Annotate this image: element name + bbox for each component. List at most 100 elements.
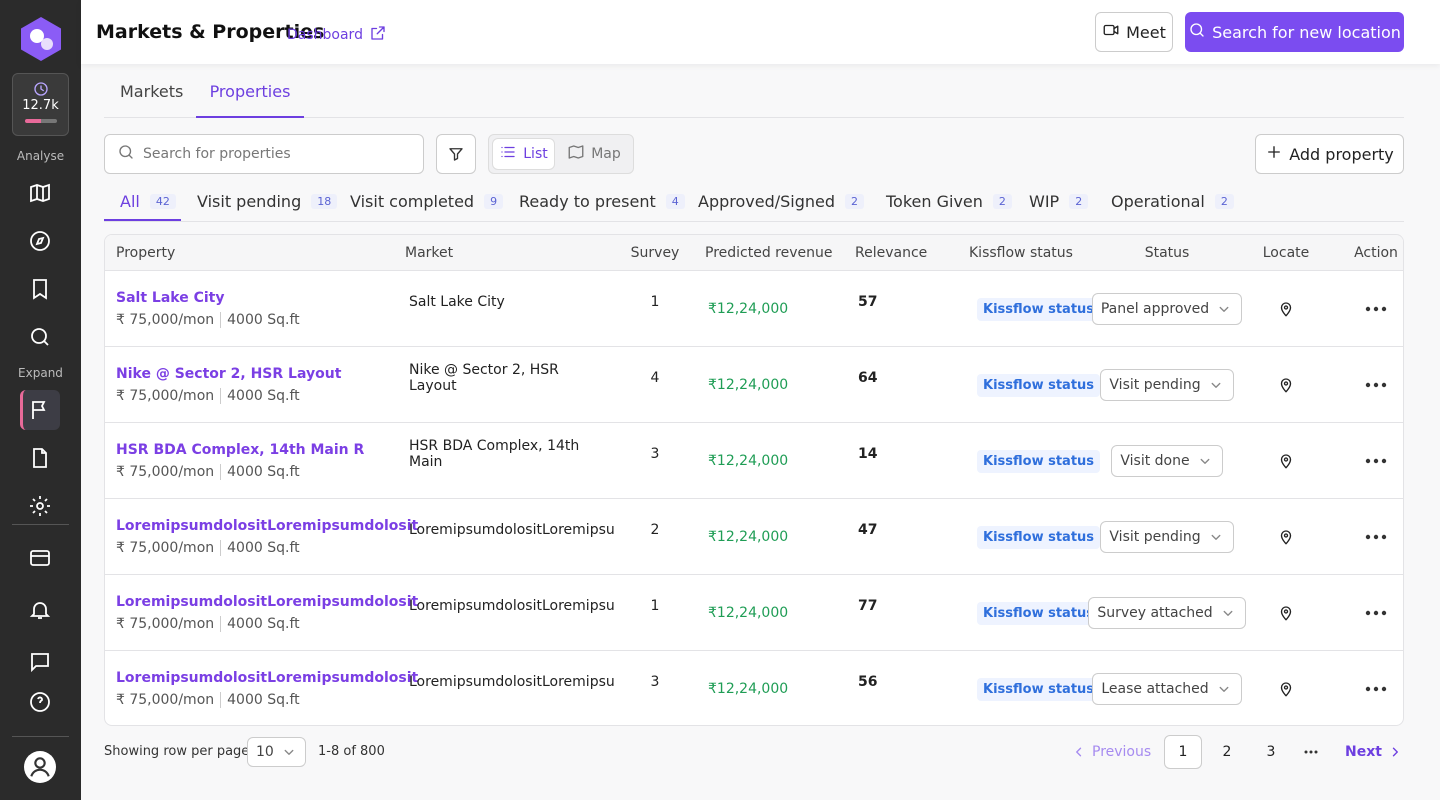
chevron bbox=[1207, 376, 1225, 394]
page-title: Markets & Properties bbox=[96, 21, 325, 43]
logo bbox=[20, 16, 62, 62]
status-dropdown[interactable]: Survey attached bbox=[1088, 596, 1246, 629]
action-menu[interactable] bbox=[1339, 382, 1403, 388]
rent: ₹ 75,000/mon bbox=[116, 692, 222, 708]
locate-button[interactable] bbox=[1233, 300, 1339, 318]
nav-icon[interactable] bbox=[28, 181, 52, 205]
area: 4000 Sq.ft bbox=[227, 615, 300, 632]
rent: ₹ 75,000/mon bbox=[116, 539, 222, 556]
previous-button[interactable]: Previous bbox=[1070, 743, 1151, 761]
action-menu[interactable] bbox=[1339, 458, 1403, 464]
filter[interactable]: Token Given 2 bbox=[886, 192, 1012, 211]
filter-label: Approved/Signed bbox=[698, 192, 836, 211]
status-dropdown[interactable]: Lease attached bbox=[1092, 673, 1242, 705]
page[interactable]: 2 bbox=[1222, 744, 1232, 760]
nav-icon[interactable] bbox=[28, 690, 52, 714]
page-active[interactable]: 1 bbox=[1164, 735, 1202, 769]
locate-button[interactable] bbox=[1233, 528, 1339, 546]
meet-label: Meet bbox=[1126, 22, 1166, 42]
property-details: ₹ 75,000/mon 4000 Sq.ft bbox=[116, 692, 405, 708]
action-menu[interactable] bbox=[1339, 686, 1403, 692]
market: Nike @ Sector 2, HSR Layout bbox=[409, 361, 559, 394]
table-row: Nike @ Sector 2, HSR Layout ₹ 75,000/mon 4… bbox=[105, 347, 1403, 423]
nav-icon[interactable] bbox=[28, 494, 52, 518]
filter[interactable]: Approved/Signed 2 bbox=[698, 192, 865, 211]
next-label: Next bbox=[1345, 744, 1382, 760]
property-name[interactable]: Salt Lake City bbox=[116, 289, 225, 306]
plus-icon bbox=[1265, 143, 1283, 165]
filter[interactable]: Operational 2 bbox=[1111, 192, 1234, 211]
tab[interactable]: Markets bbox=[120, 82, 184, 101]
avatar[interactable] bbox=[24, 751, 56, 783]
filter[interactable]: Visit pending 18 bbox=[197, 192, 338, 211]
next-button[interactable]: Next bbox=[1345, 743, 1404, 761]
search-placeholder: Search for properties bbox=[143, 146, 291, 162]
per-page-select[interactable]: 10 bbox=[247, 737, 306, 767]
nav-icon[interactable] bbox=[28, 325, 52, 349]
status-dropdown[interactable]: Visit done bbox=[1111, 444, 1223, 477]
external-icon bbox=[369, 24, 387, 46]
property-details: ₹ 75,000/mon 4000 Sq.ft bbox=[116, 311, 405, 328]
filter[interactable]: Ready to present 4 bbox=[519, 192, 685, 211]
filter[interactable]: WIP 2 bbox=[1029, 192, 1089, 211]
property-name[interactable]: Nike @ Sector 2, HSR Layout bbox=[116, 365, 342, 382]
kissflow-status[interactable]: Kissflow status bbox=[977, 525, 1101, 549]
meet-button[interactable]: Meet bbox=[1095, 12, 1173, 52]
kissflow-status[interactable]: Kissflow status bbox=[977, 678, 1101, 701]
column-header: Status bbox=[1144, 244, 1190, 261]
nav-icon[interactable] bbox=[28, 229, 52, 253]
nav-icon[interactable] bbox=[28, 598, 52, 622]
status-dropdown[interactable]: Visit pending bbox=[1100, 520, 1234, 553]
filter-button[interactable] bbox=[436, 134, 476, 174]
status-dropdown[interactable]: Visit pending bbox=[1100, 368, 1234, 401]
kissflow-cell: Kissflow status bbox=[969, 601, 1101, 625]
dashboard-link[interactable]: Dashboard bbox=[287, 24, 387, 46]
survey: 4 bbox=[650, 369, 660, 386]
video-icon bbox=[1102, 21, 1120, 43]
predicted-revenue: ₹12,24,000 bbox=[708, 528, 789, 545]
filter[interactable]: Visit completed 9 bbox=[350, 192, 504, 211]
status-cell: Visit pending bbox=[1100, 520, 1234, 553]
nav-active[interactable] bbox=[20, 390, 60, 430]
action-menu[interactable] bbox=[1339, 534, 1403, 540]
locate-button[interactable] bbox=[1233, 604, 1339, 622]
kissflow-status[interactable]: Kissflow status bbox=[977, 449, 1101, 473]
kissflow-status[interactable]: Kissflow status bbox=[977, 373, 1101, 397]
property-name[interactable]: LoremipsumdolositLoremipsumdolosit bbox=[116, 517, 419, 534]
status-dropdown[interactable]: Panel approved bbox=[1091, 292, 1243, 325]
search-input[interactable]: Search for properties bbox=[104, 134, 424, 174]
status-cell: Visit done bbox=[1101, 444, 1233, 477]
filter-label: Operational bbox=[1111, 192, 1205, 211]
map-view[interactable]: Map bbox=[559, 138, 629, 170]
property-name[interactable]: LoremipsumdolositLoremipsumdolosit bbox=[116, 593, 419, 610]
market: LoremipsumdolositLoremipsu bbox=[409, 674, 615, 690]
nav-icon[interactable] bbox=[28, 650, 52, 674]
action-menu[interactable] bbox=[1339, 610, 1403, 616]
property-name[interactable]: HSR BDA Complex, 14th Main R bbox=[116, 441, 365, 458]
rent: ₹ 75,000/mon bbox=[116, 387, 222, 404]
kissflow-status[interactable]: Kissflow status bbox=[977, 297, 1101, 321]
nav-icon[interactable] bbox=[28, 277, 52, 301]
add-property-button[interactable]: Add property bbox=[1255, 134, 1404, 174]
locate-button[interactable] bbox=[1233, 376, 1339, 394]
tab-active[interactable]: Properties bbox=[196, 82, 304, 118]
page[interactable]: 3 bbox=[1266, 744, 1276, 760]
filter-active[interactable]: All 42 bbox=[120, 192, 176, 211]
property-cell: Salt Lake City ₹ 75,000/mon 4000 Sq.ft bbox=[116, 290, 405, 328]
nav-icon[interactable] bbox=[28, 546, 52, 570]
locate-button[interactable] bbox=[1233, 452, 1339, 470]
tabs: Markets Properties bbox=[104, 70, 1404, 118]
search-location-button[interactable]: Search for new location bbox=[1185, 12, 1404, 52]
filter-label: Ready to present bbox=[519, 192, 656, 211]
locate-button[interactable] bbox=[1233, 680, 1339, 698]
kissflow-status[interactable]: Kissflow status bbox=[977, 601, 1101, 625]
nav-icon[interactable] bbox=[28, 446, 52, 470]
action-menu[interactable] bbox=[1339, 306, 1403, 312]
filter-count: 2 bbox=[1214, 194, 1234, 209]
property-details: ₹ 75,000/mon 4000 Sq.ft bbox=[116, 539, 405, 556]
list-view[interactable]: List bbox=[492, 138, 555, 170]
property-name[interactable]: LoremipsumdolositLoremipsumdolosit bbox=[116, 670, 419, 686]
kissflow-cell: Kissflow status bbox=[969, 449, 1101, 473]
status-value: Visit pending bbox=[1109, 528, 1201, 545]
add-property-label: Add property bbox=[1289, 144, 1394, 164]
